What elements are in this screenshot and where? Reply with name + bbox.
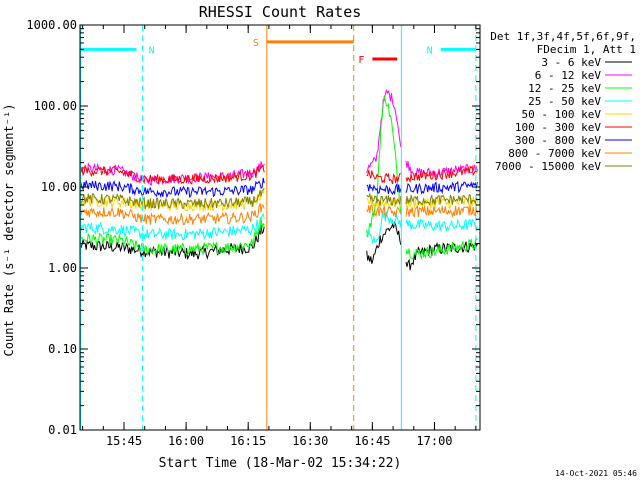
annotation-label-f: F (358, 55, 364, 66)
series-100-300-kev (79, 163, 478, 185)
y-tick-label: 1000.00 (26, 18, 77, 32)
annotation-label-s: S (253, 38, 259, 49)
annotation-label-n: N (149, 45, 155, 56)
legend-label-6-12-kev: 6 - 12 keV (535, 69, 602, 82)
y-tick-label: 100.00 (34, 99, 77, 113)
x-axis-label: Start Time (18-Mar-02 15:34:22) (159, 456, 402, 471)
x-tick-label: 16:15 (230, 434, 266, 448)
y-tick-label: 0.10 (48, 342, 77, 356)
legend-label-800-7000-kev: 800 - 7000 keV (508, 147, 601, 160)
y-tick-label: 10.00 (41, 180, 77, 194)
legend-label-25-50-kev: 25 - 50 keV (528, 95, 601, 108)
legend-label-3-6-kev: 3 - 6 keV (541, 56, 601, 69)
y-axis-label: Count Rate (s⁻¹ detector segment⁻¹) (2, 104, 16, 357)
legend-header-line: Det 1f,3f,4f,5f,6f,9f, (490, 30, 636, 43)
y-tick-label: 0.01 (48, 423, 77, 437)
series-7000-15000-kev (79, 187, 478, 210)
plot-frame (79, 24, 481, 431)
y-tick-label: 1.00 (48, 261, 77, 275)
legend-header-line: FDecim 1, Att 1 (537, 43, 636, 56)
series-12-25-kev (79, 96, 478, 260)
legend-label-50-100-kev: 50 - 100 keV (522, 108, 602, 121)
annotation-group: N N S F (80, 25, 477, 430)
legend-label-7000-15000-kev: 7000 - 15000 keV (495, 160, 601, 173)
series-800-7000-kev (79, 203, 478, 226)
legend-label-12-25-kev: 12 - 25 keV (528, 82, 601, 95)
x-tick-label: 16:00 (168, 434, 204, 448)
axes-group: 0.01 0.10 1.00 10.00 100.00 1000.00 15:45 16:00… (26, 18, 481, 448)
x-tick-label: 16:30 (292, 434, 328, 448)
annotation-label-n: N (427, 45, 433, 56)
legend-label-100-300-kev: 100 - 300 keV (515, 121, 601, 134)
chart-title: RHESSI Count Rates (199, 3, 362, 21)
series-300-800-kev (79, 177, 478, 199)
footer-timestamp: 14-Oct-2021 05:46 (555, 469, 637, 478)
series-25-50-kev (79, 211, 478, 244)
data-series-group (79, 88, 478, 271)
legend: Det 1f,3f,4f,5f,6f,9f,FDecim 1, Att 13 -… (490, 30, 636, 173)
x-tick-label: 16:45 (354, 434, 390, 448)
x-tick-label: 17:00 (416, 434, 452, 448)
legend-label-300-800-kev: 300 - 800 keV (515, 134, 601, 147)
x-tick-label: 15:45 (106, 434, 142, 448)
